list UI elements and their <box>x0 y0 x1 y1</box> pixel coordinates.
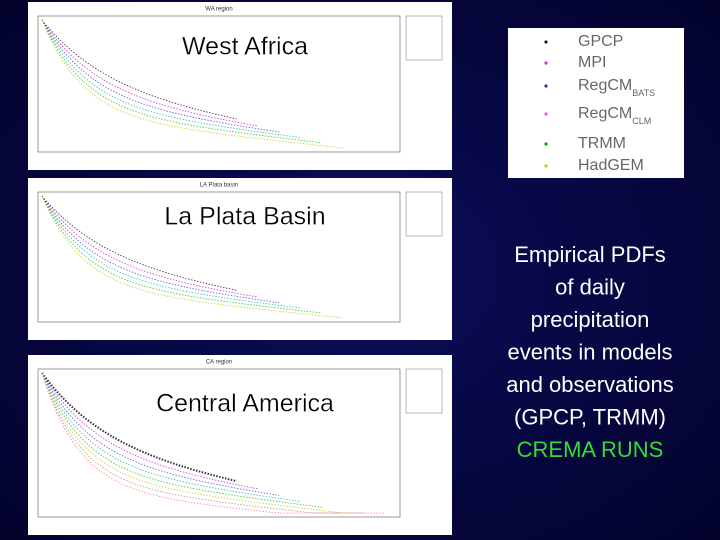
decorative-curve <box>41 372 343 514</box>
legend-name: RegCM <box>578 105 632 122</box>
chart-panel: CA region Central America <box>28 355 452 535</box>
decorative-curve <box>41 372 258 490</box>
decorative-curve <box>41 195 343 319</box>
legend-marker <box>544 164 548 168</box>
region-label: West Africa <box>182 33 308 61</box>
legend-sub: BATS <box>632 88 655 98</box>
decorative-curve <box>41 195 237 291</box>
legend-frame <box>405 191 443 237</box>
caption-line: and observations <box>506 372 674 397</box>
caption-line: of daily <box>555 274 625 299</box>
legend-sub: CLM <box>632 116 651 126</box>
decorative-curve <box>41 372 322 508</box>
legend-marker <box>544 84 548 88</box>
decorative-curve <box>41 372 365 514</box>
panel-title: LA Plata basin <box>200 183 238 189</box>
caption-line: Empirical PDFs <box>514 242 666 267</box>
region-label: La Plata Basin <box>164 203 325 231</box>
legend-label: TRMM <box>578 135 626 152</box>
legend-marker <box>544 112 548 116</box>
decorative-curve <box>41 372 301 502</box>
caption-line: events in models <box>507 339 672 364</box>
plot-frame <box>37 191 401 323</box>
decorative-curve <box>41 195 301 309</box>
decorative-curve <box>41 372 386 514</box>
decorative-curve <box>41 195 258 298</box>
legend-frame <box>405 15 443 61</box>
region-label: Central America <box>156 390 334 418</box>
panel-bg <box>28 2 452 170</box>
panel-title: CA region <box>206 360 232 366</box>
legend-name: HadGEM <box>578 157 644 174</box>
legend-label: RegCMCLM <box>578 105 651 126</box>
decorative-curve <box>41 19 280 133</box>
plot-frame <box>37 368 401 518</box>
legend-name: GPCP <box>578 33 623 50</box>
panel-title: WA region <box>205 7 232 13</box>
decorative-curve <box>41 372 237 483</box>
legend-label: RegCMBATS <box>578 77 655 98</box>
legend-marker <box>544 142 548 146</box>
legend-name: MPI <box>578 54 606 71</box>
decorative-curve <box>41 19 322 144</box>
panel-bg <box>28 178 452 340</box>
legend-label: MPI <box>578 54 606 71</box>
legend-marker <box>544 61 548 65</box>
legend-label: GPCP <box>578 33 623 50</box>
chart-panel: WA region West Africa <box>28 2 452 170</box>
panel-bg <box>28 355 452 535</box>
decorative-curve <box>41 195 322 314</box>
plot-frame <box>37 15 401 153</box>
legend-marker <box>544 40 548 44</box>
decorative-curve <box>41 19 343 149</box>
chart-panel: LA Plata basin La Plata Basin <box>28 178 452 340</box>
caption-highlight: CREMA RUNS <box>517 437 664 462</box>
caption: Empirical PDFs of daily precipitation event… <box>506 242 674 462</box>
legend-label: HadGEM <box>578 157 644 174</box>
caption-line: (GPCP, TRMM) <box>514 404 666 429</box>
legend-bg <box>508 28 684 178</box>
decorative-curve <box>41 195 280 304</box>
decorative-curve <box>41 19 258 127</box>
decorative-curve <box>41 19 301 138</box>
legend-name: RegCM <box>578 77 632 94</box>
legend-frame <box>405 368 443 414</box>
legend-name: TRMM <box>578 135 626 152</box>
decorative-curve <box>41 19 237 120</box>
caption-line: precipitation <box>531 307 650 332</box>
